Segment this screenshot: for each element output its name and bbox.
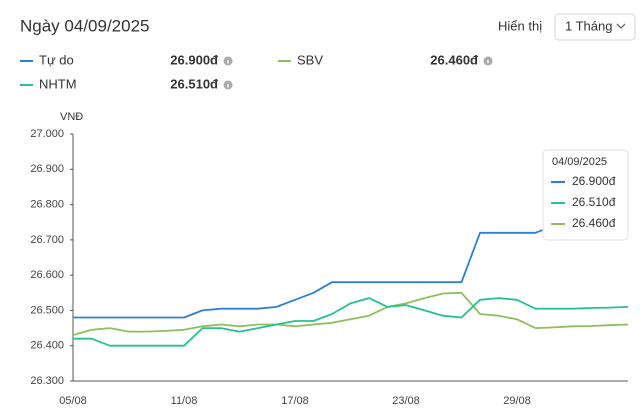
range-value[interactable]: 1 Tháng [565,18,612,33]
y-tick-label: 26.900 [30,163,64,175]
legend-value: 26.900đ [170,52,218,67]
x-tick-label: 11/08 [171,395,198,407]
range-select[interactable] [554,13,636,41]
series-line [73,297,629,347]
legend-value: 26.460đ [430,52,478,67]
tooltip-value: 26.900đ [572,174,616,188]
page-title: Ngày 04/09/2025 [20,16,150,35]
y-tick-label: 27.000 [30,128,64,140]
chevron [616,23,626,29]
tooltip-value: 26.460đ [572,216,616,230]
y-tick-label: 26.700 [30,234,64,246]
y-tick-label: 26.300 [30,375,64,387]
x-tick-label: 17/08 [281,395,309,407]
x-tick-label: 23/08 [392,395,420,407]
y-tick-label: 26.500 [30,304,64,316]
x-tick-label: 29/08 [503,395,531,407]
legend-label: SBV [297,52,323,67]
y-axis-label: VNĐ [60,111,83,123]
legend-label: NHTM [39,76,77,91]
series-line [72,291,629,336]
x-tick-label: 05/08 [59,395,87,407]
legend-label: Tự do [39,52,74,67]
range-label: Hiển thị [498,18,542,33]
y-tick-label: 26.400 [30,340,64,352]
series-line [73,168,629,319]
tooltip [542,149,629,241]
legend-value: 26.510đ [170,76,218,91]
y-tick-label: 26.600 [30,269,64,281]
tooltip-title: 04/09/2025 [552,156,607,168]
y-tick-label: 26.800 [30,198,64,210]
tooltip-value: 26.510đ [572,195,616,209]
